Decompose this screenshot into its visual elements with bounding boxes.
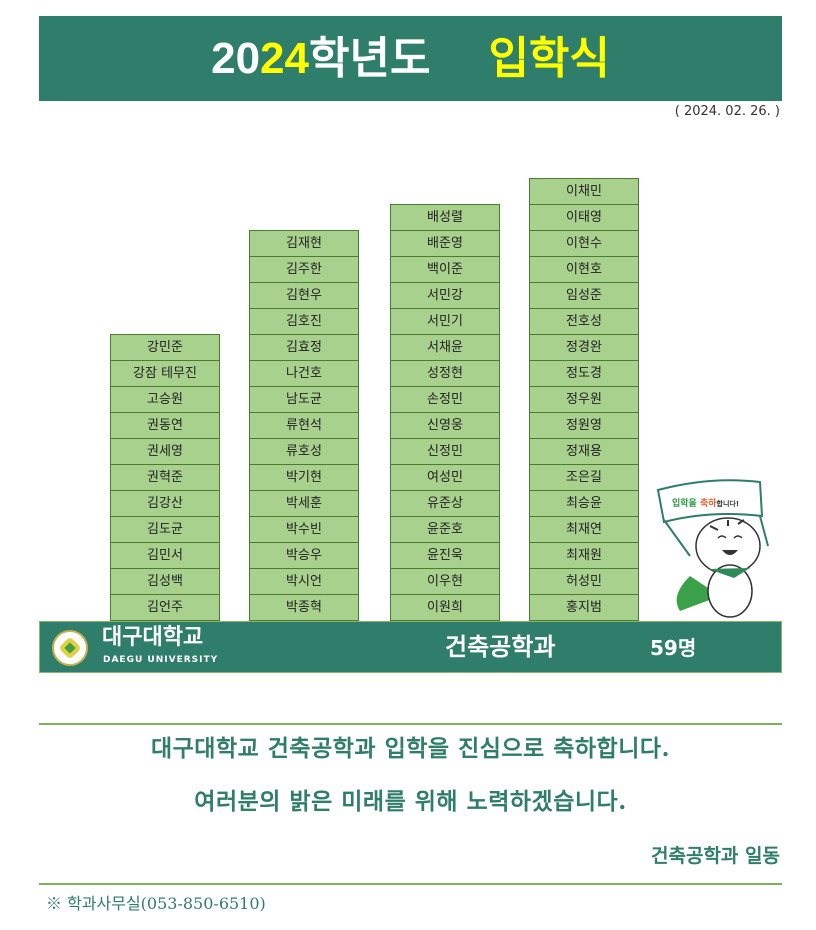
student-name: 최재원 — [530, 543, 638, 569]
student-name: 김민서 — [111, 543, 219, 569]
student-name: 김효정 — [250, 335, 358, 361]
student-name: 최재연 — [530, 517, 638, 543]
student-name: 조은길 — [530, 465, 638, 491]
title-event: 입학식 — [488, 33, 610, 83]
student-name: 성정현 — [391, 361, 499, 387]
student-name: 김도균 — [111, 517, 219, 543]
student-name: 임성준 — [530, 283, 638, 309]
student-name: 이태영 — [530, 205, 638, 231]
student-name: 이현호 — [530, 257, 638, 283]
message-line-1: 대구대학교 건축공학과 입학을 진심으로 축하합니다. — [150, 735, 671, 762]
divider-bottom — [39, 883, 782, 885]
student-name: 박승우 — [250, 543, 358, 569]
student-name: 김주한 — [250, 257, 358, 283]
student-name: 이원희 — [391, 595, 499, 621]
student-name: 신영웅 — [391, 413, 499, 439]
student-name: 서채윤 — [391, 335, 499, 361]
name-column-4: 이채민 이태영 이현수 이현호 임성준 전호성 정경완 정도경 정우원 정원영 정재용 조은길 최승윤 최… — [529, 178, 639, 621]
student-name: 최승윤 — [530, 491, 638, 517]
student-name: 권동연 — [111, 413, 219, 439]
student-name: 정도경 — [530, 361, 638, 387]
student-name: 이채민 — [530, 179, 638, 205]
title-year-suffix: 학년도 — [309, 33, 431, 83]
student-name: 이우현 — [391, 569, 499, 595]
student-name: 박수빈 — [250, 517, 358, 543]
student-name: 손정민 — [391, 387, 499, 413]
student-name: 나건호 — [250, 361, 358, 387]
student-name: 김재현 — [250, 231, 358, 257]
student-name: 권세영 — [111, 439, 219, 465]
event-date: ( 2024. 02. 26. ) — [674, 104, 780, 119]
student-name: 류호성 — [250, 439, 358, 465]
logo-korean: 대구대학교 — [102, 625, 204, 650]
student-name: 서민기 — [391, 309, 499, 335]
student-name: 김언주 — [111, 595, 219, 621]
office-contact: ※ 학과사무실(053-850-6510) — [46, 894, 266, 913]
student-name: 박세훈 — [250, 491, 358, 517]
student-name: 강민준 — [111, 335, 219, 361]
title-year-highlight: 24 — [260, 33, 309, 83]
student-name: 신정민 — [391, 439, 499, 465]
student-name: 류현석 — [250, 413, 358, 439]
student-name: 백이준 — [391, 257, 499, 283]
university-logo-icon — [52, 630, 88, 666]
student-name: 전호성 — [530, 309, 638, 335]
student-name: 박시언 — [250, 569, 358, 595]
student-name: 김성백 — [111, 569, 219, 595]
student-name: 박종혁 — [250, 595, 358, 621]
name-column-1: 강민준 강잠 테무진 고승원 권동연 권세영 권혁준 김강산 김도균 김민서 김성백 김언주 — [110, 334, 220, 621]
student-name: 정우원 — [530, 387, 638, 413]
student-name: 정원영 — [530, 413, 638, 439]
name-column-2: 김재현 김주한 김현우 김호진 김효정 나건호 남도균 류현석 류호성 박기현 박세훈 박수빈 박승우 박… — [249, 230, 359, 621]
student-name: 유준상 — [391, 491, 499, 517]
title-year-prefix: 20 — [211, 33, 261, 83]
student-name: 홍지범 — [530, 595, 638, 621]
student-name: 남도균 — [250, 387, 358, 413]
message-line-2: 여러분의 밝은 미래를 위해 노력하겠습니다. — [194, 788, 627, 815]
page-header: 20 24 학년도 입학식 — [39, 16, 782, 101]
student-name: 박기현 — [250, 465, 358, 491]
signature: 건축공학과 일동 — [651, 845, 780, 867]
svg-text:입학을 축하합니다!: 입학을 축하합니다! — [672, 497, 739, 509]
divider-top — [39, 723, 782, 725]
student-name: 정경완 — [530, 335, 638, 361]
student-name: 여성민 — [391, 465, 499, 491]
student-name: 이현수 — [530, 231, 638, 257]
student-name: 서민강 — [391, 283, 499, 309]
name-column-3: 배성렬 배준영 백이준 서민강 서민기 서채윤 성정현 손정민 신영웅 신정민 여성민 유준상 윤준호 윤… — [390, 204, 500, 621]
tiger-mascot-icon: 입학을 축하합니다! — [656, 479, 769, 618]
student-name: 김호진 — [250, 309, 358, 335]
student-name: 허성민 — [530, 569, 638, 595]
student-name: 윤진욱 — [391, 543, 499, 569]
student-name: 김현우 — [250, 283, 358, 309]
student-name: 배준영 — [391, 231, 499, 257]
student-name: 김강산 — [111, 491, 219, 517]
department-name: 건축공학과 — [445, 633, 556, 661]
student-name: 강잠 테무진 — [111, 361, 219, 387]
student-name: 윤준호 — [391, 517, 499, 543]
student-count: 59명 — [650, 636, 697, 660]
student-name: 고승원 — [111, 387, 219, 413]
department-banner: 대구대학교 DAEGU UNIVERSITY 건축공학과 59명 — [39, 621, 782, 673]
logo-english: DAEGU UNIVERSITY — [103, 655, 219, 665]
student-name: 정재용 — [530, 439, 638, 465]
student-name: 권혁준 — [111, 465, 219, 491]
student-name: 배성렬 — [391, 205, 499, 231]
